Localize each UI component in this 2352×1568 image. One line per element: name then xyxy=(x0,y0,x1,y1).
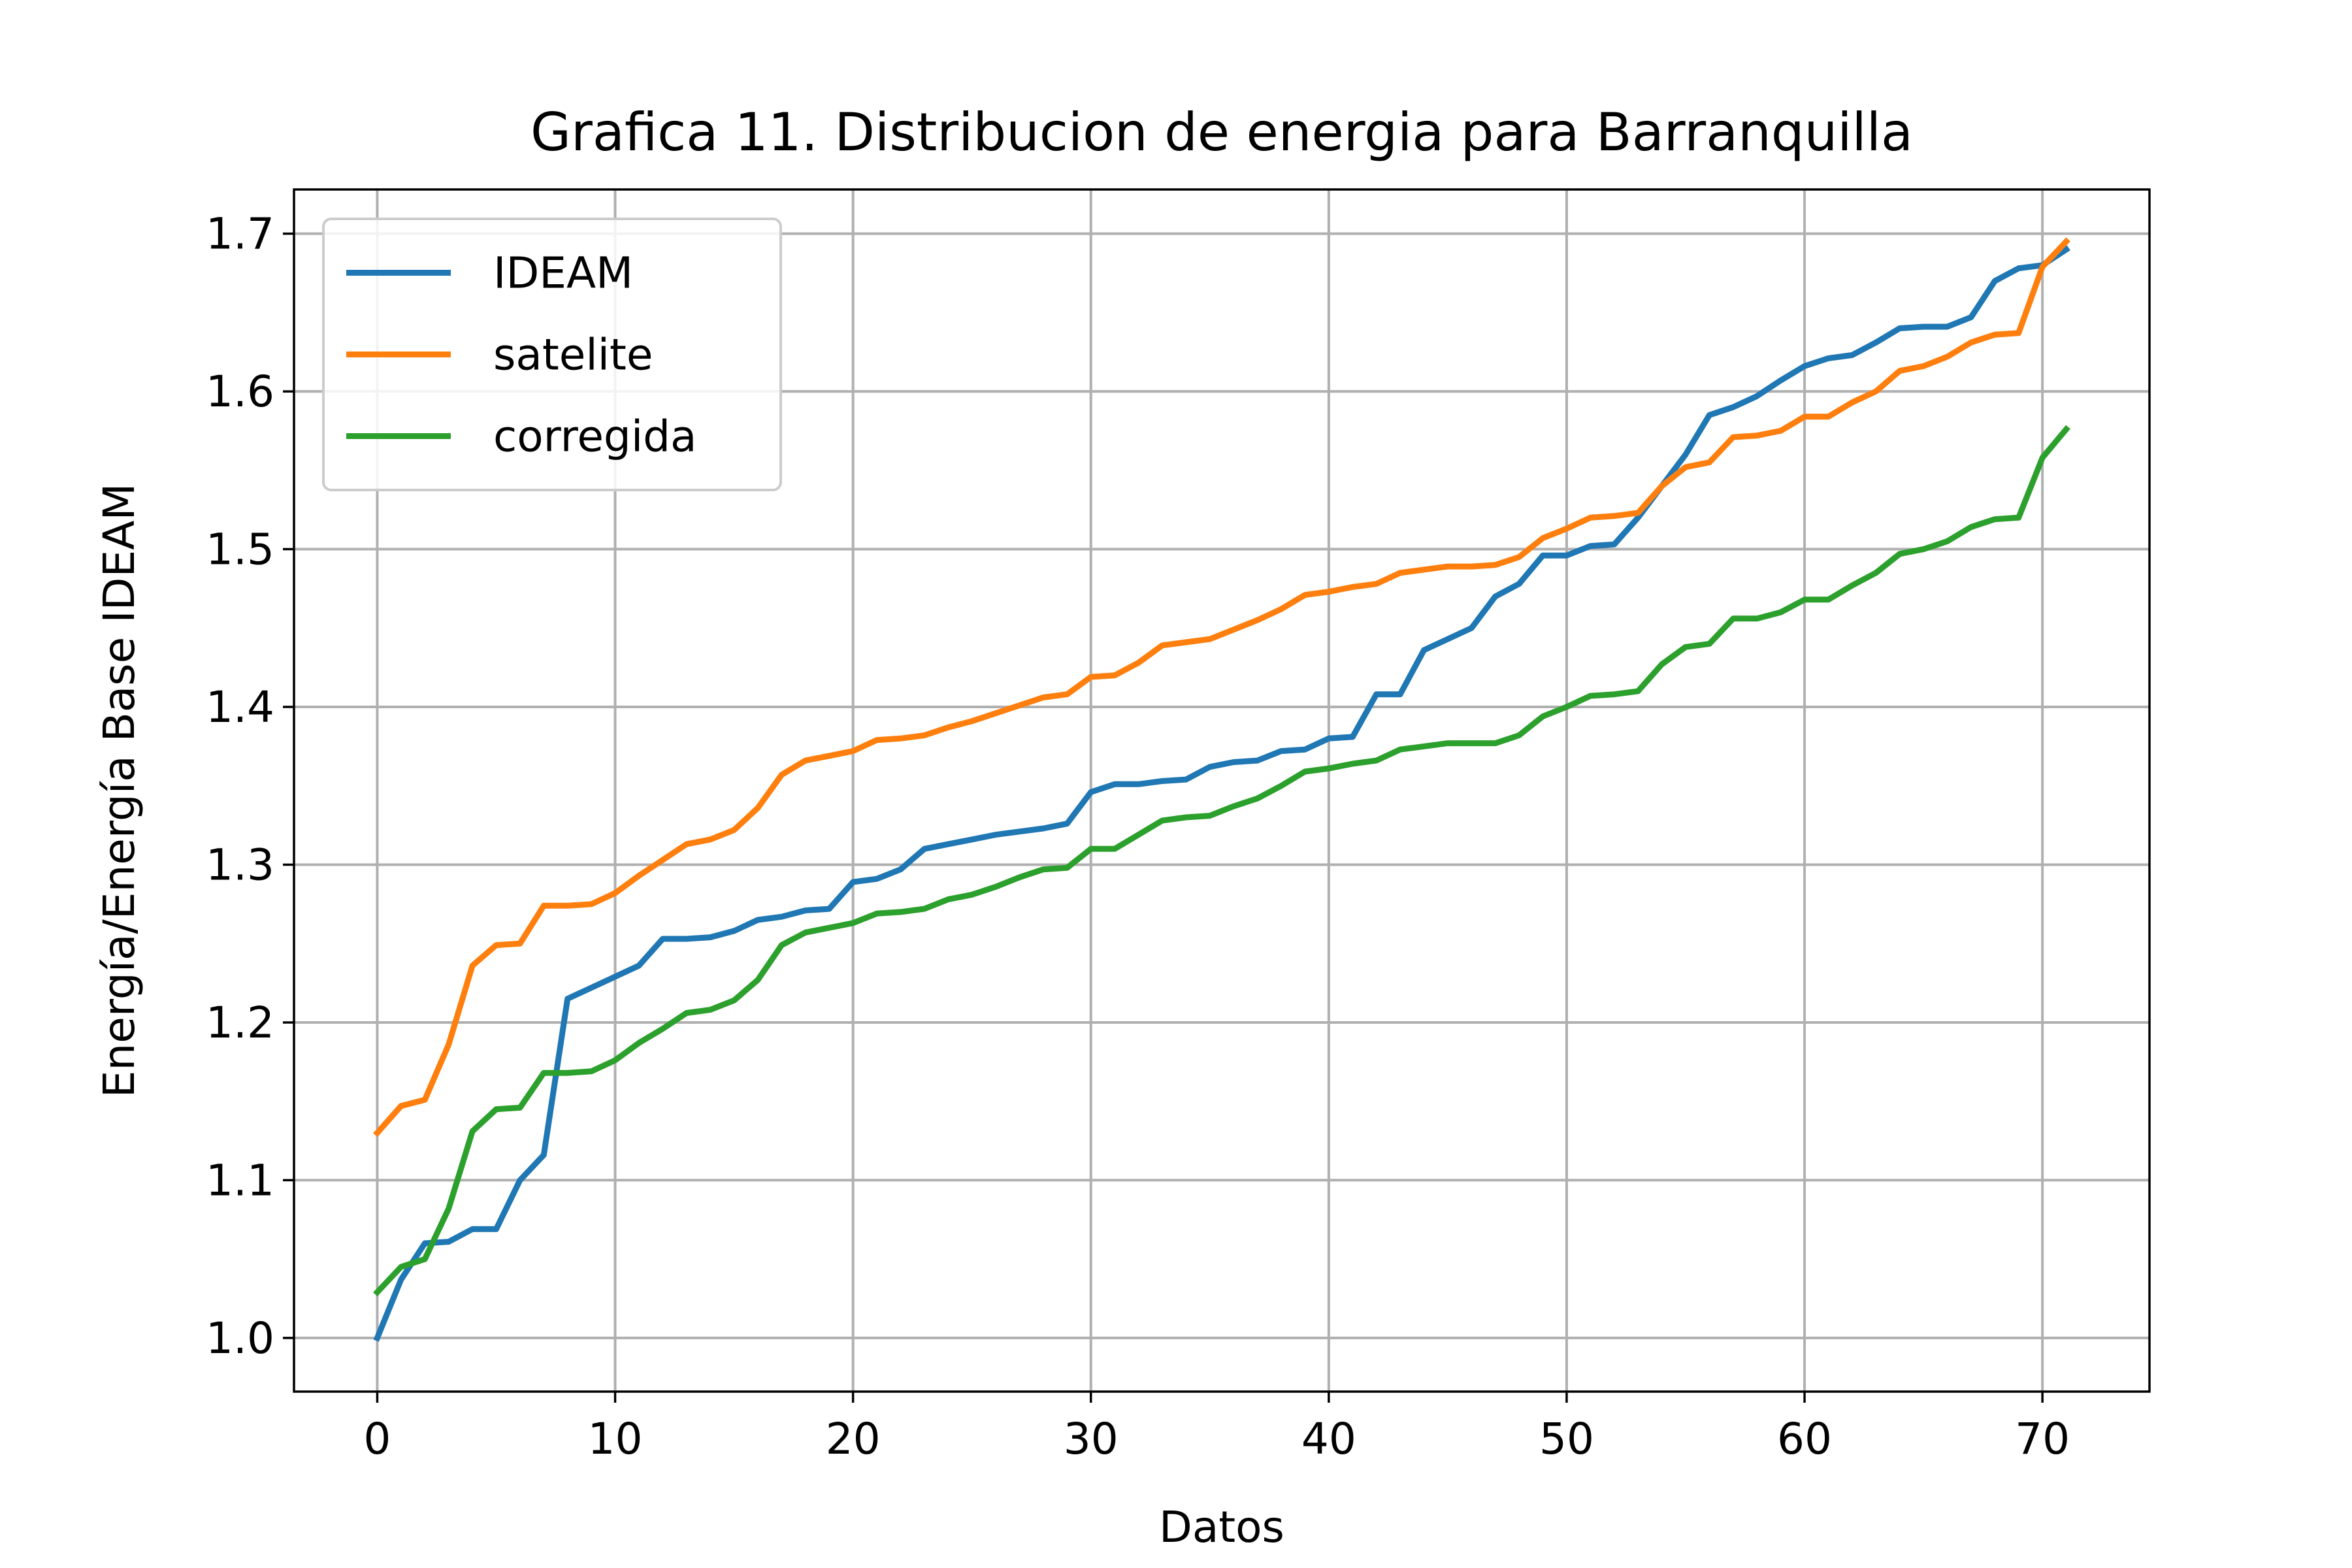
y-tick-label: 1.5 xyxy=(206,525,274,575)
x-axis-label: Datos xyxy=(1159,1502,1284,1552)
legend-box xyxy=(322,218,782,491)
x-tick-label: 50 xyxy=(1539,1414,1594,1464)
legend-label: satelite xyxy=(493,330,653,380)
y-tick-label: 1.1 xyxy=(206,1155,274,1205)
plot-frame xyxy=(293,188,2151,1393)
series-line-corregida xyxy=(373,425,2070,1297)
x-tick-label: 60 xyxy=(1777,1414,1832,1464)
axis-ticks: 0 10 20 30 40 50 60 70 1.0 1.1 1.2 1.3 1.4 1.5 1.6 1.7 xyxy=(206,209,2070,1464)
y-axis-label: Energía/Energía Base IDEAM xyxy=(94,483,144,1098)
legend-label: IDEAM xyxy=(493,248,633,299)
y-tick-label: 1.0 xyxy=(206,1313,274,1364)
series-line-IDEAM xyxy=(373,245,2070,1342)
x-tick-label: 10 xyxy=(588,1414,643,1464)
x-tick-label: 70 xyxy=(2015,1414,2070,1464)
y-tick-label: 1.4 xyxy=(206,682,274,732)
legend: IDEAM satelite corregida xyxy=(322,218,782,491)
y-tick-label: 1.6 xyxy=(206,367,274,417)
series-lines xyxy=(373,237,2070,1342)
x-tick-label: 20 xyxy=(826,1414,881,1464)
series-line-satelite xyxy=(373,237,2070,1137)
x-tick-label: 30 xyxy=(1064,1414,1119,1464)
chart-title: Grafica 11. Distribucion de energia para… xyxy=(531,102,1913,163)
x-tick-label: 0 xyxy=(363,1414,391,1464)
y-tick-label: 1.3 xyxy=(206,840,274,890)
legend-label: corregida xyxy=(493,412,697,462)
x-tick-label: 40 xyxy=(1301,1414,1356,1464)
y-tick-label: 1.2 xyxy=(206,998,274,1048)
y-tick-label: 1.7 xyxy=(206,209,274,259)
grid xyxy=(294,189,2149,1392)
